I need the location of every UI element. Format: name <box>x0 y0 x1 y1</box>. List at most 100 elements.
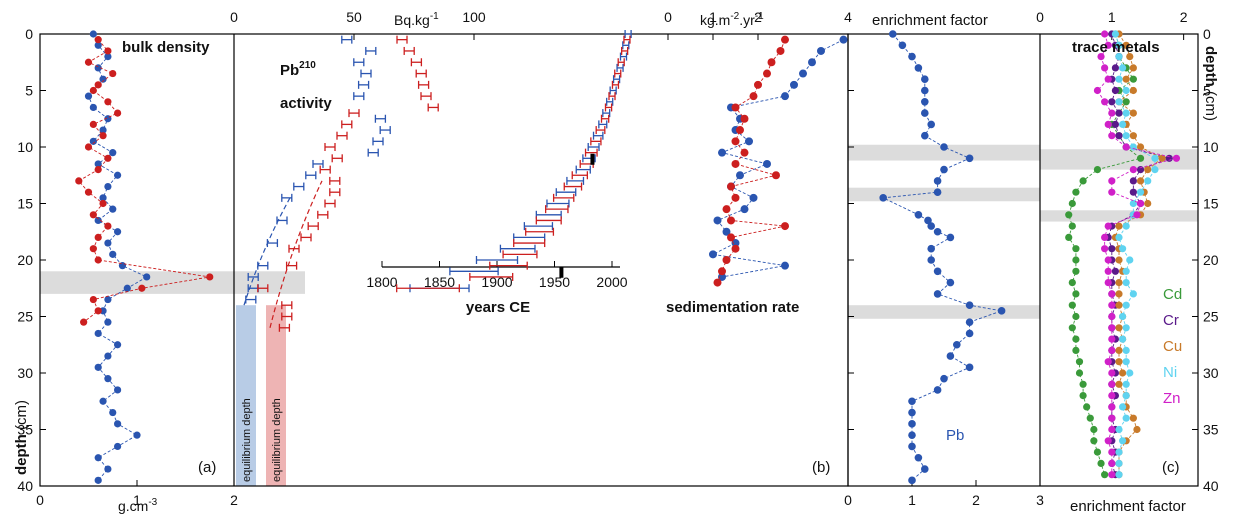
data-point <box>1115 256 1123 264</box>
data-point <box>946 352 955 360</box>
series-line <box>78 39 210 323</box>
panel-label-b: (b) <box>812 459 830 476</box>
data-point <box>754 80 762 89</box>
data-point <box>740 114 749 123</box>
data-point <box>89 137 97 145</box>
data-point <box>1068 324 1076 332</box>
data-point <box>1115 233 1123 241</box>
data-point <box>1108 414 1116 422</box>
data-point <box>1108 301 1116 309</box>
marker-upper <box>590 153 595 165</box>
data-point <box>104 53 112 61</box>
data-point <box>908 52 916 61</box>
data-point <box>898 41 907 50</box>
data-point <box>94 307 102 315</box>
data-point <box>1108 369 1116 377</box>
data-point <box>94 36 102 44</box>
x-tick-label-sr: 4 <box>844 9 852 25</box>
grey-band <box>40 271 305 294</box>
series-line <box>881 33 1004 481</box>
data-series <box>75 30 1181 485</box>
data-point <box>1118 312 1127 321</box>
data-point <box>718 267 726 276</box>
data-point <box>1122 132 1130 140</box>
data-point <box>1115 109 1123 117</box>
data-point <box>965 318 974 326</box>
data-point <box>1108 346 1116 354</box>
data-point <box>1136 199 1145 208</box>
data-point <box>1129 75 1137 83</box>
data-point <box>114 420 122 428</box>
data-point <box>104 375 112 383</box>
data-point <box>946 278 955 287</box>
data-point <box>1115 346 1123 354</box>
data-point <box>927 244 935 253</box>
data-point <box>1118 245 1127 253</box>
data-point <box>1115 41 1123 49</box>
legend-ni: Ni <box>1163 364 1177 381</box>
data-point <box>1108 245 1116 253</box>
data-point <box>99 126 107 134</box>
data-point <box>1068 279 1076 287</box>
data-point <box>1122 358 1130 366</box>
data-point <box>1115 380 1123 388</box>
data-point <box>933 177 942 185</box>
data-point <box>1104 222 1112 230</box>
data-point <box>99 397 107 405</box>
data-point <box>914 453 923 462</box>
data-point <box>1097 53 1105 61</box>
data-point <box>889 30 897 38</box>
data-point <box>908 431 916 439</box>
data-point <box>965 329 974 338</box>
data-point <box>94 476 102 484</box>
data-point <box>965 301 974 310</box>
x-tick-label-pb: 1 <box>908 492 916 508</box>
data-point <box>1129 64 1137 72</box>
data-point <box>927 256 935 264</box>
equilibrium-depth-blue <box>236 305 256 486</box>
data-point <box>1133 425 1141 434</box>
data-point <box>908 397 916 406</box>
data-point <box>1068 301 1076 309</box>
y-axis-label-right: depth (cm) <box>1202 46 1219 121</box>
data-point <box>1079 177 1087 185</box>
x-axis-label-pb-enrichment: enrichment factor <box>872 12 988 29</box>
data-point <box>94 160 102 168</box>
data-point <box>1126 53 1134 61</box>
data-point <box>722 205 731 214</box>
data-point <box>1072 245 1080 253</box>
data-point <box>1108 132 1116 140</box>
data-point <box>1126 369 1134 377</box>
data-point <box>104 98 112 106</box>
data-point <box>933 188 942 196</box>
age-model-inset: 1800 1850 1900 1950 2000 <box>366 30 632 293</box>
data-point <box>114 341 122 349</box>
data-point <box>94 329 102 338</box>
data-point <box>731 137 740 146</box>
equilibrium-label-blue: equilibrium depth <box>241 398 253 482</box>
data-point <box>109 250 117 258</box>
data-point <box>1090 437 1098 445</box>
panel-frames <box>39 33 1199 487</box>
series-line <box>1114 33 1163 475</box>
data-point <box>736 126 744 135</box>
data-point <box>921 75 929 83</box>
data-point <box>1129 188 1137 196</box>
data-point <box>1158 154 1166 162</box>
data-point <box>946 233 955 242</box>
x-axis-label-trace-enrichment: enrichment factor <box>1070 498 1186 515</box>
data-point <box>1115 53 1123 61</box>
y-tick-label-left: 15 <box>17 196 33 212</box>
data-point <box>104 295 112 304</box>
x-tick-label-pb: 2 <box>972 492 980 508</box>
panel-title-trace-metals: trace metals <box>1072 39 1160 56</box>
data-point <box>1115 301 1123 309</box>
data-point <box>1111 64 1120 72</box>
data-point <box>1115 75 1123 83</box>
data-point <box>1111 267 1120 275</box>
x-tick-label-sr: 2 <box>754 9 762 25</box>
data-point <box>1111 30 1120 38</box>
data-point <box>1068 199 1076 208</box>
data-point <box>104 465 112 473</box>
data-point <box>1108 177 1116 185</box>
